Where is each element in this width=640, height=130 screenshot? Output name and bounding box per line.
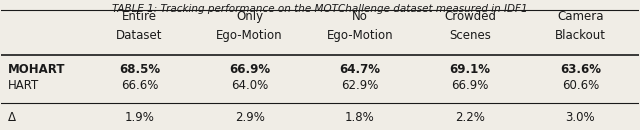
Text: Only: Only: [236, 10, 263, 23]
Text: 1.8%: 1.8%: [345, 111, 374, 124]
Text: Entire: Entire: [122, 10, 157, 23]
Text: 68.5%: 68.5%: [119, 63, 160, 76]
Text: 2.2%: 2.2%: [455, 111, 485, 124]
Text: 69.1%: 69.1%: [449, 63, 491, 76]
Text: 64.0%: 64.0%: [231, 79, 268, 92]
Text: Dataset: Dataset: [116, 29, 163, 42]
Text: Blackout: Blackout: [555, 29, 606, 42]
Text: HART: HART: [8, 79, 39, 92]
Text: 63.6%: 63.6%: [560, 63, 601, 76]
Text: No: No: [352, 10, 368, 23]
Text: 1.9%: 1.9%: [124, 111, 154, 124]
Text: 62.9%: 62.9%: [341, 79, 378, 92]
Text: 2.9%: 2.9%: [235, 111, 264, 124]
Text: Scenes: Scenes: [449, 29, 491, 42]
Text: TABLE 1: Tracking performance on the MOTChallenge dataset measured in IDF1: TABLE 1: Tracking performance on the MOT…: [112, 4, 528, 14]
Text: Ego-Motion: Ego-Motion: [216, 29, 283, 42]
Text: 64.7%: 64.7%: [339, 63, 380, 76]
Text: 66.9%: 66.9%: [451, 79, 489, 92]
Text: 60.6%: 60.6%: [562, 79, 599, 92]
Text: Crowded: Crowded: [444, 10, 496, 23]
Text: 66.6%: 66.6%: [121, 79, 158, 92]
Text: Ego-Motion: Ego-Motion: [326, 29, 393, 42]
Text: 3.0%: 3.0%: [566, 111, 595, 124]
Text: Δ: Δ: [8, 111, 16, 124]
Text: 66.9%: 66.9%: [229, 63, 270, 76]
Text: MOHART: MOHART: [8, 63, 65, 76]
Text: Camera: Camera: [557, 10, 604, 23]
